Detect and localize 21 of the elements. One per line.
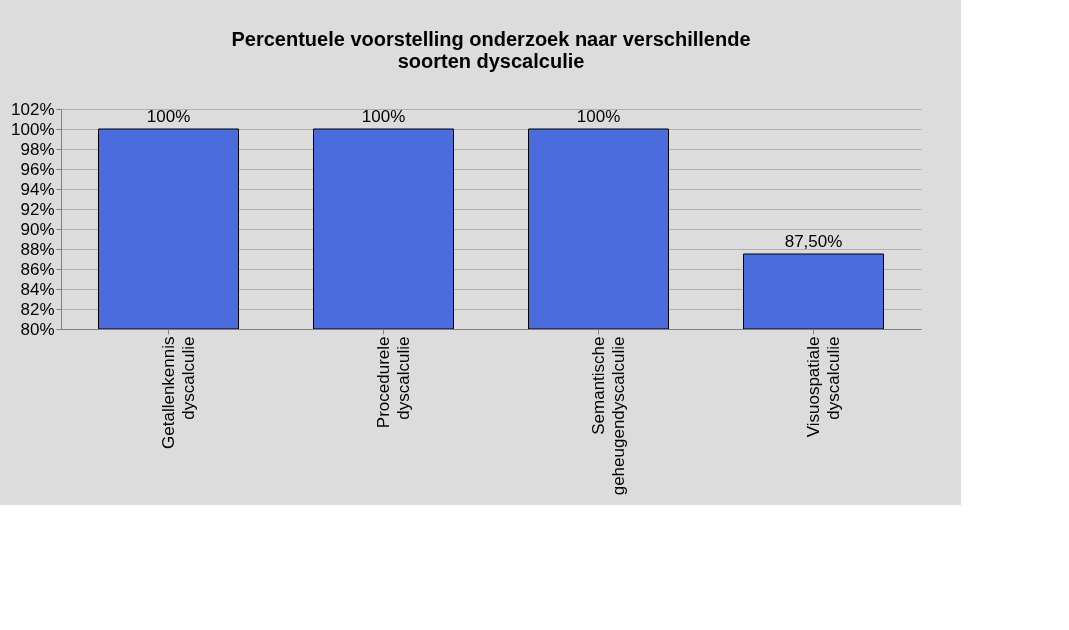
data-label: 100% bbox=[576, 107, 621, 126]
x-tick-label: Semantische geheugendyscalculie bbox=[588, 336, 628, 496]
chart-title: Percentuele voorstelling onderzoek naar verschillende soorten dyscalculie bbox=[231, 28, 751, 72]
data-label: 100% bbox=[361, 107, 406, 126]
y-tick-label: 96% bbox=[20, 159, 55, 179]
y-tick-label: 86% bbox=[20, 259, 55, 279]
data-label: 87,50% bbox=[784, 232, 843, 251]
y-tick-label: 98% bbox=[20, 139, 55, 159]
y-tick-label: 88% bbox=[20, 239, 55, 259]
y-tick-label: 90% bbox=[20, 219, 55, 239]
y-tick-label: 102% bbox=[11, 99, 55, 119]
y-tick-label: 82% bbox=[20, 299, 55, 319]
data-label: 100% bbox=[146, 107, 191, 126]
y-tick-label: 100% bbox=[11, 119, 55, 139]
x-tick-label: Visuospatiale dyscalculie bbox=[803, 336, 843, 438]
y-tick-label: 94% bbox=[20, 179, 55, 199]
y-tick-label: 80% bbox=[20, 319, 55, 339]
y-tick-label: 92% bbox=[20, 199, 55, 219]
x-tick-label: Getallenkennis dyscalculie bbox=[158, 336, 198, 449]
x-tick-label: Procedurele dyscalculie bbox=[373, 336, 413, 429]
y-tick-label: 84% bbox=[20, 279, 55, 299]
